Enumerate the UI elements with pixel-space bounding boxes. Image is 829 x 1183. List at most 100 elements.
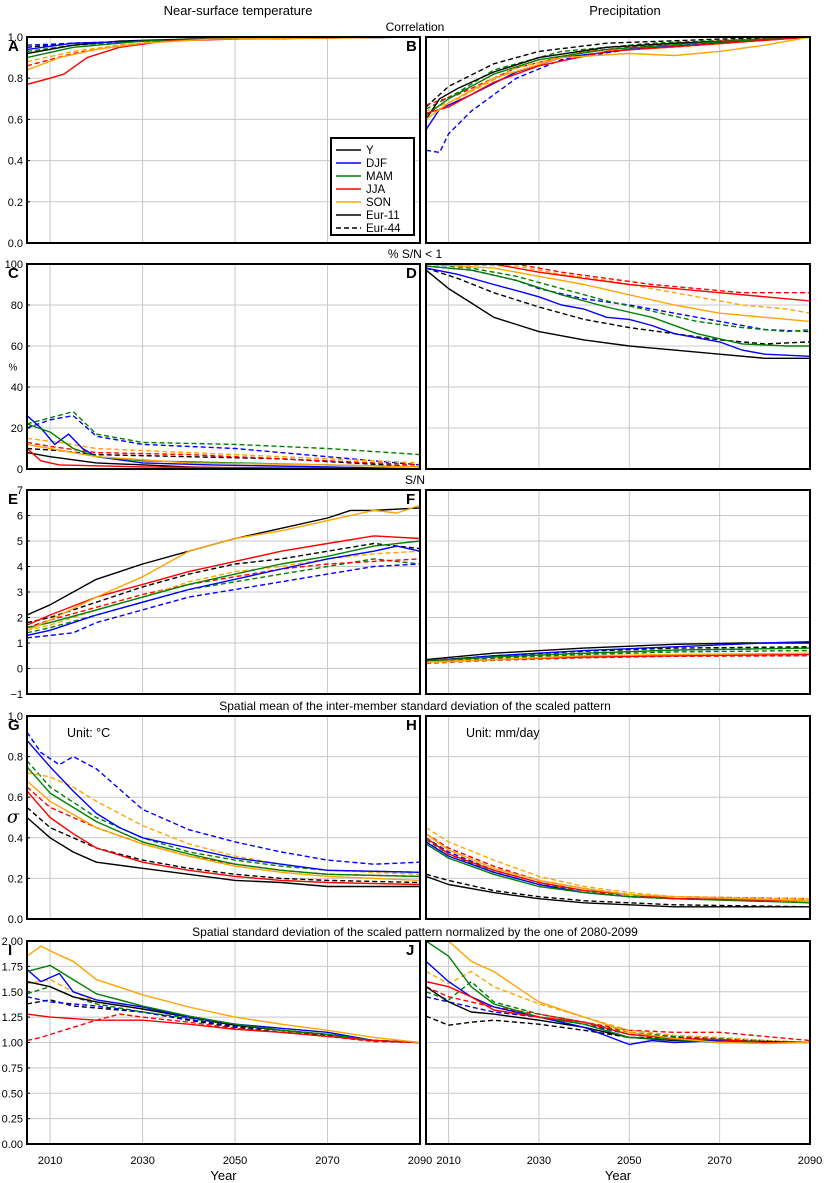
y-tick-label: 0.00 — [2, 1139, 23, 1151]
series-line-mam-eur11 — [27, 766, 420, 878]
y-tick-label: 5 — [17, 536, 23, 548]
y-tick-label: 1.50 — [2, 987, 23, 999]
series-line-son-eur11 — [27, 504, 420, 631]
x-tick-label: 2010 — [38, 1155, 62, 1167]
legend-label: JJA — [366, 184, 386, 196]
y-tick-label: 0.4 — [8, 833, 23, 845]
y-tick-label: 0.2 — [8, 197, 23, 209]
series-line-y-eur11 — [426, 875, 810, 908]
axes-frame — [425, 715, 811, 920]
x-tick-label: 2010 — [436, 1155, 460, 1167]
panel-j: 2010 2030 2050 2070 2090 Year J — [406, 940, 822, 1183]
y-tick-label: 1.0 — [8, 32, 23, 44]
series-line-son-eur44 — [27, 772, 420, 875]
series-line-y-eur11 — [27, 980, 420, 1044]
series-line-djf-eur11 — [426, 641, 810, 662]
series-line-mam-eur11 — [27, 423, 420, 468]
series-line-y-eur44 — [426, 267, 810, 345]
series-line-jja-eur11 — [27, 790, 420, 886]
legend-label: Eur-11 — [366, 210, 400, 222]
series-line-y-eur11 — [426, 269, 810, 359]
series-line-y-eur44 — [27, 806, 420, 884]
y-tick-label: 6 — [17, 511, 23, 523]
series-line-djf-eur11 — [27, 415, 420, 469]
y-tick-label: 20 — [11, 423, 23, 435]
y-tick-label: 0.8 — [8, 752, 23, 764]
series-line-djf-eur44 — [27, 996, 420, 1044]
y-tick-label: 0 — [17, 664, 23, 676]
series-line-jja-eur11 — [426, 837, 810, 902]
panel-i: 0.00 0.25 0.50 0.75 1.00 1.25 1.50 1.75 2.00 2010… — [2, 936, 433, 1183]
panel-a: 0.0 0.2 0.4 0.6 0.8 1.0A — [8, 32, 421, 250]
series-line-jja-eur44 — [27, 558, 420, 629]
series-line-son-eur44 — [426, 827, 810, 900]
series-line-son-eur11 — [27, 945, 420, 1044]
panel-e: −1 0 1 2 3 4 5 6 7E — [8, 485, 421, 701]
panel-letter: E — [8, 491, 18, 508]
x-tick-label: 2050 — [223, 1155, 247, 1167]
series-line-son-eur11 — [426, 652, 810, 663]
series-line-jja-eur11 — [426, 37, 810, 114]
y-tick-label: 0.6 — [8, 114, 23, 126]
series-line-y-eur11 — [27, 507, 420, 616]
series-line-djf-eur11 — [27, 545, 420, 637]
y-tick-label: 1.00 — [2, 1038, 23, 1050]
row-title: S/N — [405, 473, 425, 487]
series-line-djf-eur11 — [426, 960, 810, 1046]
y-tick-label: 40 — [11, 382, 23, 394]
panel-b: B — [406, 36, 811, 244]
panel-letter: G — [8, 717, 20, 734]
series-line-y-eur11 — [27, 816, 420, 888]
y-tick-label: 0.2 — [8, 873, 23, 885]
y-axis-label-sigma: σ — [7, 807, 20, 828]
unit-annotation: Unit: °C — [67, 726, 110, 740]
y-tick-label: 1 — [17, 638, 23, 650]
series-line-jja-eur11 — [27, 535, 420, 626]
series-line-djf-eur44 — [27, 415, 420, 466]
series-line-djf-eur44 — [27, 563, 420, 639]
series-line-y-eur11 — [27, 451, 420, 469]
y-tick-label: 100 — [5, 259, 23, 271]
panel-d: D — [406, 263, 811, 470]
series-line-djf-eur44 — [426, 265, 810, 333]
y-tick-label: 1.75 — [2, 961, 23, 973]
panel-letter: B — [406, 38, 417, 55]
row-title: % S/N < 1 — [388, 247, 443, 261]
column-title-temperature: Near-surface temperature — [164, 3, 313, 18]
panel-letter: H — [406, 717, 417, 734]
series-line-mam-eur11 — [27, 964, 420, 1044]
y-tick-label: −1 — [10, 689, 23, 701]
x-tick-label: 2090 — [408, 1155, 432, 1167]
series-line-son-eur44 — [426, 264, 810, 314]
series-line-y-eur44 — [27, 999, 420, 1044]
series-line-y-eur44 — [27, 542, 420, 624]
series-line-mam-eur11 — [426, 37, 810, 116]
y-tick-label: 0.6 — [8, 792, 23, 804]
panel-f: F — [406, 489, 811, 695]
panel-letter: J — [406, 942, 414, 959]
series-line-mam-eur44 — [426, 980, 810, 1044]
panel-letter: F — [406, 491, 415, 508]
panel-h: H Unit: mm/day — [406, 715, 811, 920]
y-tick-label: 0.4 — [8, 156, 23, 168]
legend-label: DJF — [366, 158, 387, 170]
x-tick-label: 2030 — [130, 1155, 154, 1167]
x-tick-label: 2090 — [798, 1155, 822, 1167]
panel-g: 0.0 0.2 0.4 0.6 0.8 1.0G Unit: °C σ — [7, 711, 421, 926]
y-tick-label: 0.50 — [2, 1088, 23, 1100]
series-line-jja-eur11 — [426, 264, 810, 302]
series-line-djf-eur44 — [27, 731, 420, 865]
x-tick-label: 2070 — [315, 1155, 339, 1167]
series-line-mam-eur11 — [27, 540, 420, 629]
series-line-son-eur11 — [426, 264, 810, 323]
y-tick-label: 80 — [11, 300, 23, 312]
axes-frame — [26, 715, 421, 920]
row-title: Spatial standard deviation of the scaled… — [192, 925, 638, 939]
series-line-mam-eur44 — [27, 558, 420, 634]
y-axis-label-percent: % — [9, 363, 18, 374]
y-tick-label: 0.0 — [8, 914, 23, 926]
series-line-son-eur44 — [27, 550, 420, 631]
x-tick-label: 2030 — [527, 1155, 551, 1167]
column-title-precipitation: Precipitation — [589, 3, 661, 18]
y-tick-label: 1.0 — [8, 711, 23, 723]
